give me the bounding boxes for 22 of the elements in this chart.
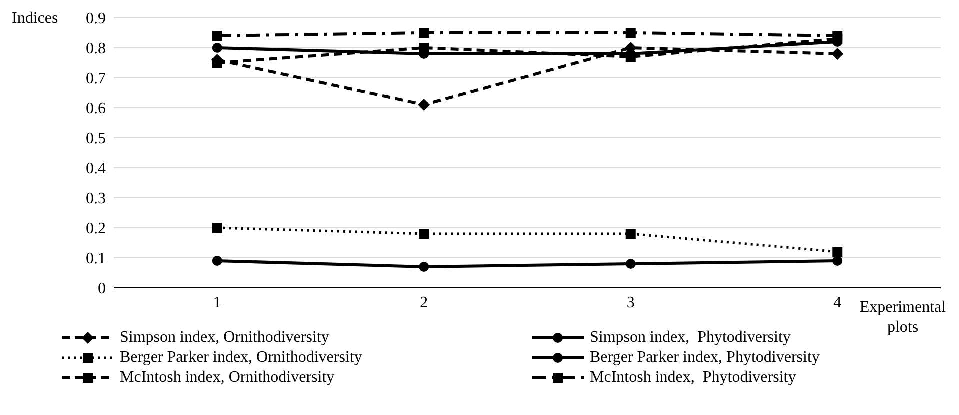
x-tick-label: 1	[213, 294, 222, 312]
x-tick-label: 3	[626, 294, 635, 312]
legend-label: Simpson index, Phytodiversity	[590, 329, 791, 347]
x-axis-title: Experimental plots	[858, 298, 948, 338]
x-tick-label: 4	[834, 294, 842, 312]
x-tick-label: 2	[420, 294, 428, 312]
legend-label: McIntosh index, Ornithodiversity	[120, 369, 335, 387]
legend-label: Simpson index, Ornithodiversity	[120, 329, 330, 347]
y-tick-label: 0.3	[86, 190, 106, 208]
y-tick-label: 0.2	[86, 220, 106, 238]
y-tick-label: 0.8	[86, 40, 106, 58]
y-tick-label: 0.5	[86, 130, 106, 148]
legend-label: Berger Parker index, Phytodiversity	[590, 349, 820, 367]
y-tick-label: 0.9	[86, 10, 106, 28]
y-tick-label: 0.4	[86, 160, 106, 178]
legend-label: Berger Parker index, Ornithodiversity	[120, 349, 362, 367]
y-tick-label: 0.7	[86, 70, 106, 88]
y-axis-title: Indices	[12, 10, 58, 28]
y-tick-label: 0.1	[86, 250, 106, 268]
legend-label: McIntosh index, Phytodiversity	[590, 369, 796, 387]
y-tick-label: 0.6	[86, 100, 106, 118]
y-tick-label: 0	[98, 280, 106, 298]
